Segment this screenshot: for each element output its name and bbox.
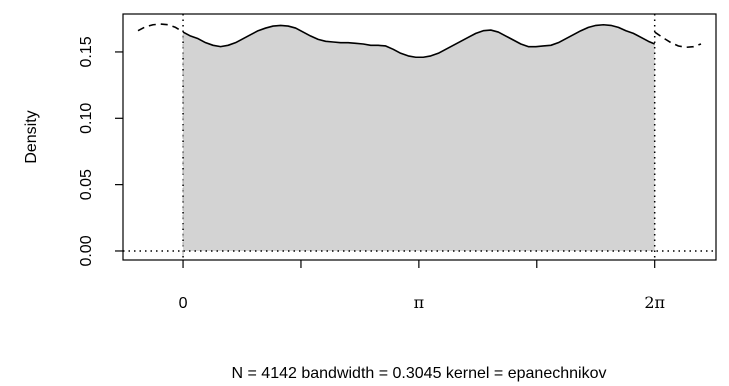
density-curve-extension-left [137, 23, 184, 33]
y-axis-title: Density [23, 110, 40, 163]
y-tick-label: 0.00 [78, 235, 95, 266]
y-tick-label: 0.15 [78, 36, 95, 67]
y-tick-label: 0.10 [78, 103, 95, 134]
reference-lines [123, 14, 716, 260]
y-tick-label: 0.05 [78, 169, 95, 200]
density-curves [137, 23, 702, 59]
y-axis: 0.00 0.05 0.10 0.15 [78, 36, 123, 267]
x-tick-label: π [414, 293, 425, 312]
x-tick-label: 0 [179, 295, 188, 312]
density-area [183, 24, 655, 251]
x-tick-label: 2π [644, 293, 665, 312]
x-axis-title: N = 4142 bandwidth = 0.3045 kernel = epa… [232, 365, 607, 382]
density-curve [182, 23, 656, 59]
density-fill [183, 24, 655, 251]
plot-frame [122, 13, 717, 261]
x-axis: 0 π 2π [179, 260, 665, 312]
density-curve-extension-right [654, 31, 702, 49]
